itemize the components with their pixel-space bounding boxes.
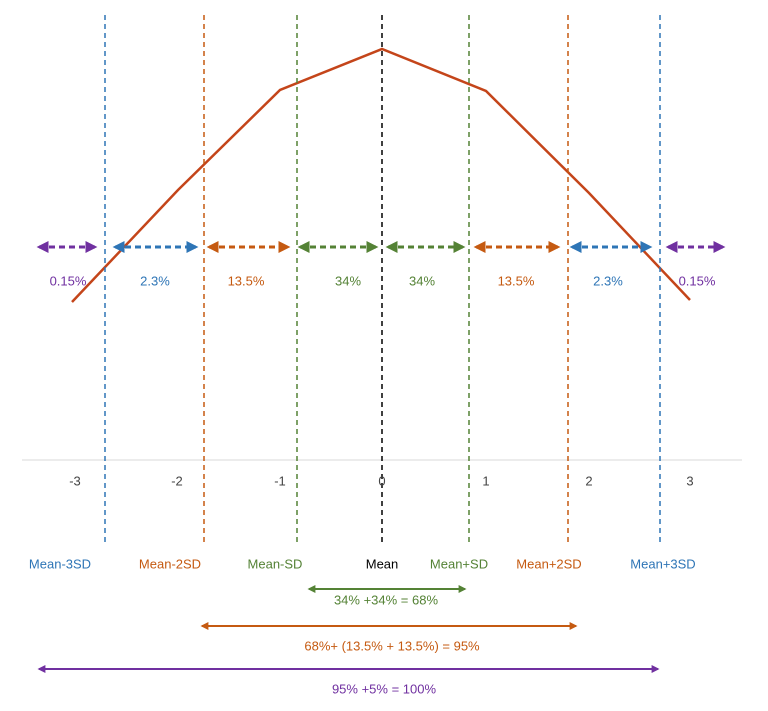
sd-label: Mean-3SD xyxy=(29,556,91,571)
x-tick-label: -1 xyxy=(274,473,286,488)
region-label: 0.15% xyxy=(679,273,716,288)
region-labels: 0.15% 2.3% 13.5% 34% 34% 13.5% 2.3% 0.15… xyxy=(50,273,716,288)
x-tick-label: -2 xyxy=(171,473,183,488)
region-label: 13.5% xyxy=(228,273,265,288)
region-label: 34% xyxy=(409,273,435,288)
summary-label: 34% +34% = 68% xyxy=(334,592,439,607)
sd-labels: Mean-3SD Mean-2SD Mean-SD Mean Mean+SD M… xyxy=(29,556,696,571)
x-tick-label: 1 xyxy=(482,473,489,488)
sd-label: Mean-SD xyxy=(248,556,303,571)
curve xyxy=(71,47,691,303)
x-tick-label: -3 xyxy=(69,473,81,488)
region-label: 2.3% xyxy=(593,273,623,288)
region-label: 13.5% xyxy=(498,273,535,288)
region-label: 0.15% xyxy=(50,273,87,288)
summaries: 34% +34% = 68% 68%+ (13.5% + 13.5%) = 95… xyxy=(37,585,660,696)
x-tick-label: 3 xyxy=(686,473,693,488)
x-tick-label: 0 xyxy=(378,473,385,488)
sd-label: Mean-2SD xyxy=(139,556,201,571)
x-tick-label: 2 xyxy=(585,473,592,488)
region-label: 34% xyxy=(335,273,361,288)
sd-label: Mean+SD xyxy=(430,556,488,571)
sd-label: Mean+2SD xyxy=(516,556,581,571)
summary-label: 95% +5% = 100% xyxy=(332,681,437,696)
sd-lines xyxy=(104,15,661,545)
summary-label: 68%+ (13.5% + 13.5%) = 95% xyxy=(304,638,480,653)
sd-label: Mean xyxy=(366,556,399,571)
sd-label: Mean+3SD xyxy=(630,556,695,571)
region-label: 2.3% xyxy=(140,273,170,288)
x-tick-labels: -3 -2 -1 0 1 2 3 xyxy=(69,473,693,488)
